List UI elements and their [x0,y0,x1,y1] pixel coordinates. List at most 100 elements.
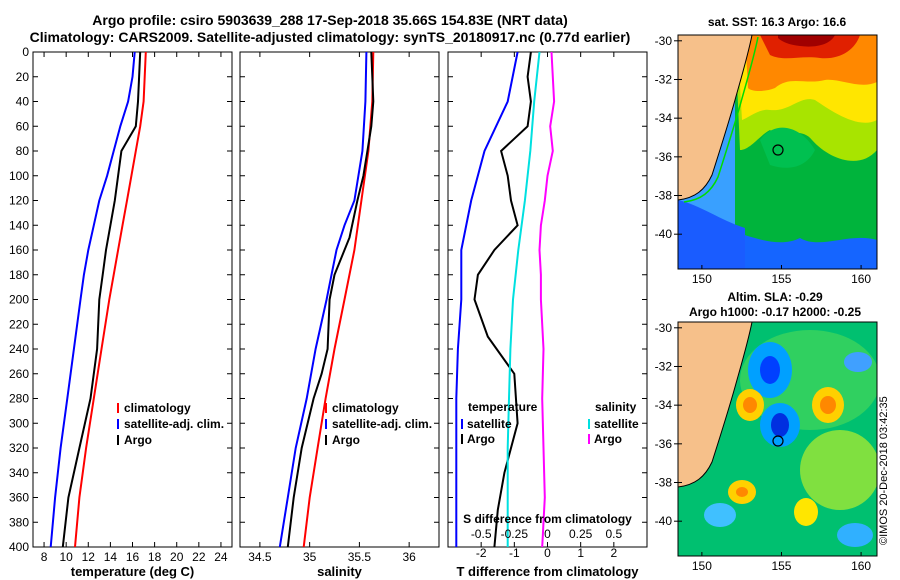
imos-timestamp: ©IMOS 20-Dec-2018 03:42:35 [878,396,890,545]
depth-tick-label: 0 [22,45,29,59]
difference-s-tick-label: 0 [544,527,551,541]
depth-tick-label: 80 [16,144,30,158]
depth-tick-label: 260 [9,367,29,381]
sst-map-title: sat. SST: 16.3 Argo: 16.6 [708,15,847,29]
sst-map [677,34,878,270]
sst-zone-blue-south [678,200,745,269]
difference-panel-frame [447,51,648,548]
depth-tick-label: 100 [9,169,29,183]
salinity-series-argo [286,52,375,547]
sst-map-lon-tick-label: 150 [692,272,712,286]
salinity-panel-frame [239,51,440,548]
salinity-x-tick-label: 34.5 [248,550,272,564]
depth-tick-label: 140 [9,218,29,232]
chart-title-line1: Argo profile: csiro 5903639_288 17-Sep-2… [92,12,568,28]
sla-map-lat-tick-label: -38 [655,476,673,490]
sla-map [677,321,878,557]
depth-tick-label: 300 [9,416,29,430]
difference-s-tick-label: -0.25 [501,527,529,541]
depth-tick-label: 280 [9,392,29,406]
sla-map-lat-tick-label: -36 [655,437,673,451]
difference-x-axis-label: T difference from climatology [456,564,639,579]
salinity-x-tick-label: 35.5 [348,550,372,564]
difference-legend-temperature-title: temperature [468,400,538,414]
sst-argo-position-marker [772,144,784,156]
difference-x-tick-label: -2 [476,546,487,560]
depth-tick-label: 320 [9,441,29,455]
salinity-x-axis-label: salinity [317,564,363,579]
sst-map-lat-tick-label: -30 [655,34,673,48]
temperature-x-tick-label: 22 [192,550,206,564]
difference-x-tick-label: 1 [577,546,584,560]
difference-legend-salinity-label: Argo [594,432,622,446]
temperature-series-climatology [74,52,147,547]
chart-title-line2: Climatology: CARS2009. Satellite-adjuste… [29,29,631,45]
sla-land [678,322,753,488]
sla-map-lon-tick-label: 150 [692,559,712,573]
difference-x-tick-label: -1 [509,546,520,560]
depth-tick-label: 380 [9,515,29,529]
difference-series-temperature-argo [473,52,532,547]
temperature-x-axis-label: temperature (deg C) [71,564,195,579]
sla-map-lat-tick-label: -30 [655,321,673,335]
difference-s-tick-label: 0.5 [605,527,622,541]
salinity-legend-label: satellite-adj. clim. [332,417,432,431]
temperature-x-tick-label: 12 [82,550,96,564]
sst-shelf-contour [683,36,759,203]
temperature-legend-label: satellite-adj. clim. [124,417,224,431]
temperature-series-satellite-adj-clim [49,52,136,547]
salinity-series-satellite-adj-clim [278,52,368,547]
depth-tick-label: 40 [16,95,30,109]
sst-map-lat-tick-label: -32 [655,72,673,86]
salinity-series-climatology [302,52,375,547]
difference-series-salinity-satellite [506,52,541,547]
sst-map-frame [677,34,878,270]
sst-map-lon-tick-label: 160 [851,272,871,286]
temperature-x-tick-label: 24 [214,550,228,564]
depth-tick-label: 400 [9,540,29,554]
sla-map-subtitle: Argo h1000: -0.17 h2000: -0.25 [689,305,861,319]
sla-map-lat-tick-label: -34 [655,398,673,412]
difference-s-tick-label: -0.5 [471,527,492,541]
difference-legend-salinity-title: salinity [595,400,637,414]
sst-map-lat-tick-label: -36 [655,150,673,164]
temperature-legend-label: Argo [124,433,152,447]
temperature-series-argo [61,52,142,547]
sla-argo-position-marker [772,435,784,447]
difference-series-temperature-satellite [455,52,519,547]
depth-tick-label: 120 [9,194,29,208]
sst-eddy-green [760,127,815,168]
temperature-x-tick-label: 10 [59,550,73,564]
depth-tick-label: 240 [9,342,29,356]
salinity-x-tick-label: 35 [303,550,317,564]
sla-map-lon-tick-label: 160 [851,559,871,573]
depth-tick-label: 180 [9,268,29,282]
temperature-x-tick-label: 14 [104,550,118,564]
salinity-x-tick-label: 36 [402,550,416,564]
depth-tick-label: 20 [16,70,30,84]
salinity-legend-label: climatology [332,401,399,415]
depth-tick-label: 160 [9,243,29,257]
temperature-x-tick-label: 18 [148,550,162,564]
difference-s-axis-label: S difference from climatology [463,512,632,526]
temperature-x-tick-label: 8 [41,550,48,564]
sst-map-lat-tick-label: -40 [655,227,673,241]
depth-tick-label: 200 [9,293,29,307]
sst-map-lat-tick-label: -38 [655,189,673,203]
sst-map-lon-tick-label: 155 [771,272,791,286]
salinity-legend-label: Argo [332,433,360,447]
depth-tick-label: 220 [9,317,29,331]
difference-s-tick-label: 0.25 [569,527,593,541]
sla-map-lat-tick-label: -40 [655,514,673,528]
depth-tick-label: 340 [9,466,29,480]
sst-map-lat-tick-label: -34 [655,111,673,125]
sst-land [678,35,753,201]
difference-x-tick-label: 0 [544,546,551,560]
temperature-legend-label: climatology [124,401,191,415]
sla-map-title: Altim. SLA: -0.29 [727,290,823,304]
difference-legend-temperature-label: Argo [467,432,495,446]
temperature-x-tick-label: 20 [170,550,184,564]
temperature-x-tick-label: 16 [126,550,140,564]
sst-zone-dark-red [778,35,835,47]
